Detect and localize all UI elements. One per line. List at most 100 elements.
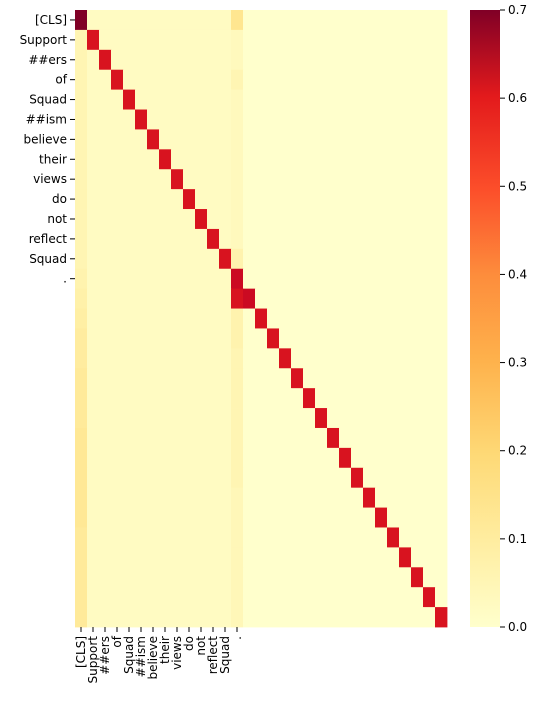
heatmap-cell xyxy=(195,228,208,250)
heatmap-cell xyxy=(123,587,136,608)
heatmap-cell xyxy=(279,408,292,429)
heatmap-cell xyxy=(315,209,328,230)
heatmap-cell xyxy=(219,547,232,568)
heatmap-cell xyxy=(399,189,412,210)
heatmap-cell xyxy=(351,607,364,628)
heatmap-cell xyxy=(351,467,364,489)
heatmap-cell xyxy=(399,607,412,628)
heatmap-cell xyxy=(387,368,400,389)
heatmap-cell xyxy=(195,169,208,190)
heatmap-cell xyxy=(399,228,412,250)
heatmap-cell xyxy=(411,348,424,369)
heatmap-cell xyxy=(147,388,160,409)
heatmap-cell xyxy=(111,89,124,110)
heatmap-cell xyxy=(315,308,328,329)
heatmap-cell xyxy=(171,169,184,190)
heatmap-cell xyxy=(195,89,208,110)
heatmap-cell xyxy=(411,547,424,568)
heatmap-cell xyxy=(171,69,184,91)
heatmap-cell xyxy=(387,467,400,489)
heatmap-cell xyxy=(303,129,316,150)
heatmap-cell xyxy=(207,228,220,250)
heatmap-cell xyxy=(207,487,220,508)
heatmap-cell xyxy=(111,308,124,329)
heatmap-cell xyxy=(243,547,256,568)
heatmap-cell xyxy=(363,69,376,91)
heatmap-cell xyxy=(111,169,124,190)
heatmap-cell xyxy=(363,487,376,508)
heatmap-cell xyxy=(291,268,304,290)
heatmap-cell xyxy=(267,169,280,190)
heatmap-cell xyxy=(87,408,100,429)
heatmap-cell xyxy=(183,10,196,31)
heatmap-cell xyxy=(423,248,436,270)
heatmap-cell xyxy=(135,547,148,568)
heatmap-cell xyxy=(435,49,448,71)
heatmap-cell xyxy=(219,388,232,409)
colorbar-tick-label: 0.6 xyxy=(508,91,527,105)
heatmap-cell xyxy=(303,507,316,528)
heatmap-cell xyxy=(315,507,328,528)
heatmap-cell xyxy=(387,607,400,628)
x-tick-label: ##ers xyxy=(98,636,112,675)
heatmap-cell xyxy=(135,69,148,91)
heatmap-cell xyxy=(423,388,436,409)
colorbar-tick-label: 0.0 xyxy=(508,620,527,634)
heatmap-cell xyxy=(147,308,160,329)
heatmap-cell xyxy=(339,29,352,51)
heatmap-cell xyxy=(207,587,220,608)
heatmap-cell xyxy=(231,607,244,628)
heatmap-cell xyxy=(243,10,256,31)
heatmap-cell xyxy=(75,169,88,190)
heatmap-cell xyxy=(387,308,400,329)
heatmap-cell xyxy=(303,228,316,250)
x-tick-label: do xyxy=(182,636,196,651)
heatmap-cell xyxy=(75,408,88,429)
heatmap-cell xyxy=(387,268,400,290)
heatmap-cell xyxy=(231,29,244,51)
heatmap-cell xyxy=(303,328,316,349)
heatmap-cell xyxy=(399,149,412,170)
heatmap-cell xyxy=(231,487,244,508)
heatmap-cell xyxy=(363,248,376,270)
heatmap-cell xyxy=(339,467,352,489)
heatmap-cell xyxy=(135,288,148,309)
heatmap-cell xyxy=(195,248,208,270)
heatmap-cell xyxy=(207,49,220,71)
x-tick-label: not xyxy=(194,636,208,656)
heatmap-cell xyxy=(207,388,220,409)
heatmap-cell xyxy=(399,328,412,349)
heatmap-cell xyxy=(207,507,220,528)
heatmap-cell xyxy=(111,427,124,449)
heatmap-cell xyxy=(147,69,160,91)
heatmap-cell xyxy=(87,248,100,270)
heatmap-cell xyxy=(327,69,340,91)
heatmap-cell xyxy=(399,527,412,548)
heatmap-cell xyxy=(195,447,208,469)
heatmap-cell xyxy=(219,29,232,51)
heatmap-cell xyxy=(339,547,352,568)
heatmap-cell xyxy=(351,587,364,608)
heatmap-cell xyxy=(243,268,256,290)
heatmap-cell xyxy=(159,607,172,628)
heatmap-cell xyxy=(255,29,268,51)
heatmap-cell xyxy=(327,169,340,190)
heatmap-cell xyxy=(351,169,364,190)
heatmap-cell xyxy=(243,89,256,110)
heatmap-cell xyxy=(99,10,112,31)
heatmap-cell xyxy=(231,89,244,110)
heatmap-cell xyxy=(387,487,400,508)
heatmap-cell xyxy=(279,129,292,150)
heatmap-cell xyxy=(135,487,148,508)
heatmap-cell xyxy=(291,507,304,528)
heatmap-cell xyxy=(231,527,244,548)
heatmap-cell xyxy=(423,467,436,489)
heatmap-cell xyxy=(123,507,136,528)
heatmap-cell xyxy=(87,567,100,588)
heatmap-cell xyxy=(183,129,196,150)
heatmap-cell xyxy=(303,149,316,170)
heatmap-cell xyxy=(315,467,328,489)
heatmap-cell xyxy=(171,49,184,71)
heatmap-cell xyxy=(195,587,208,608)
heatmap-cell xyxy=(315,368,328,389)
